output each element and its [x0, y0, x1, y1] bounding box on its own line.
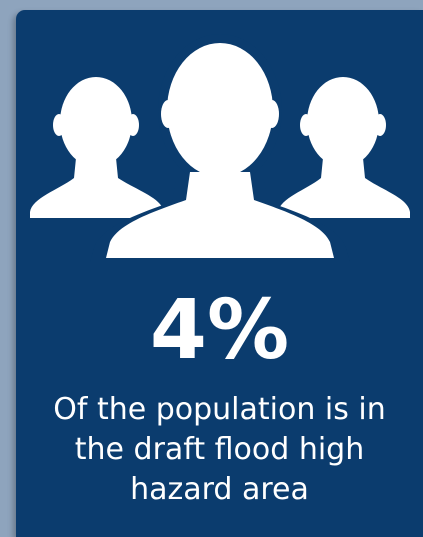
person-center-icon: [106, 43, 334, 258]
caption-line: hazard area: [130, 472, 309, 507]
person-right-icon: [278, 77, 410, 218]
stat-caption: Of the population is in the draft flood …: [16, 390, 423, 510]
stat-card: 4% Of the population is in the draft flo…: [16, 10, 423, 537]
caption-line: the draft flood high: [74, 432, 365, 467]
caption-line: Of the population is in: [53, 392, 386, 427]
people-group-icon: [30, 34, 410, 262]
person-left-icon: [30, 77, 164, 218]
stat-value: 4%: [149, 283, 290, 378]
